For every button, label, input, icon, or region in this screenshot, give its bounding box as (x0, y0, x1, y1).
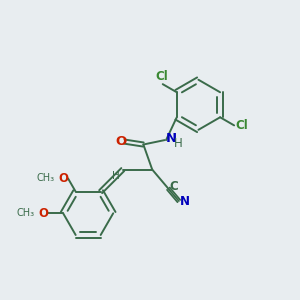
Text: H: H (112, 171, 119, 181)
Text: O: O (38, 207, 48, 220)
Text: H: H (173, 136, 182, 149)
Text: O: O (58, 172, 69, 185)
Text: Cl: Cl (236, 119, 248, 132)
Text: CH₃: CH₃ (16, 208, 34, 218)
Text: Cl: Cl (156, 70, 169, 83)
Text: N: N (166, 132, 177, 146)
Text: O: O (115, 135, 126, 148)
Text: CH₃: CH₃ (37, 173, 55, 183)
Text: C: C (170, 180, 178, 193)
Text: N: N (180, 195, 190, 208)
